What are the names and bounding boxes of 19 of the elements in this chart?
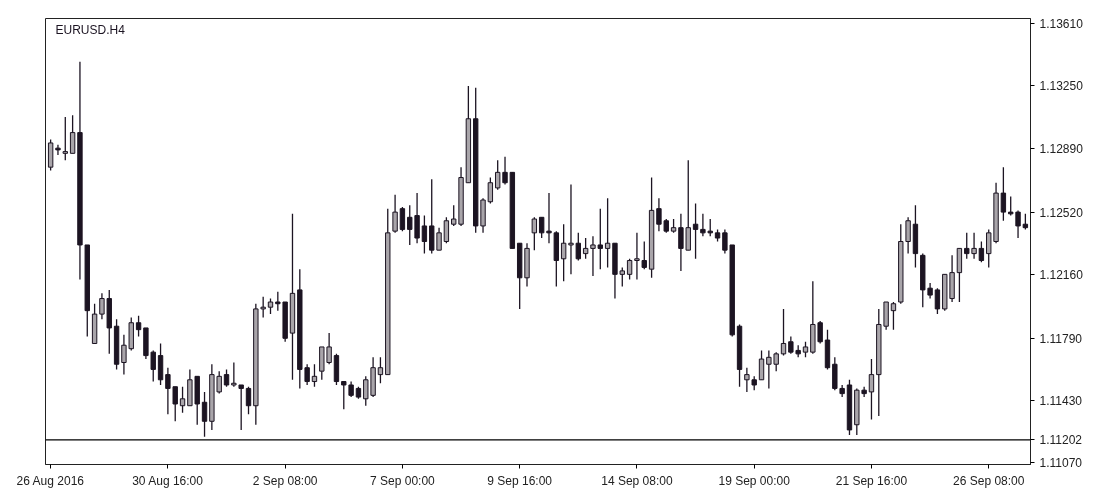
y-tick-label: 1.12890 bbox=[1039, 141, 1084, 156]
y-tick-label: 1.13250 bbox=[1039, 79, 1084, 94]
x-tick-label: 14 Sep 08:00 bbox=[601, 473, 673, 488]
x-tick-label: 26 Aug 2016 bbox=[16, 473, 85, 488]
x-tick-label: 19 Sep 00:00 bbox=[718, 473, 791, 488]
x-tick-label: 21 Sep 16:00 bbox=[835, 473, 908, 488]
x-tick-label: 7 Sep 00:00 bbox=[370, 473, 436, 488]
x-tick-label: 9 Sep 16:00 bbox=[487, 473, 553, 488]
y-tick-label: 1.11790 bbox=[1039, 331, 1083, 346]
y-tick-label: 1.13610 bbox=[1039, 17, 1084, 32]
y-tick-label: 1.11070 bbox=[1039, 456, 1083, 471]
y-tick-label: 1.12160 bbox=[1039, 267, 1084, 282]
x-tick-label: 26 Sep 08:00 bbox=[953, 473, 1025, 488]
y-tick-label: 1.11430 bbox=[1039, 394, 1083, 409]
y-tick-label: 1.12520 bbox=[1039, 205, 1084, 220]
chart-title: EURUSD.H4 bbox=[55, 22, 126, 37]
x-tick-label: 2 Sep 08:00 bbox=[252, 473, 318, 488]
ref-line-label: 1.11202 bbox=[1039, 433, 1083, 448]
x-tick-label: 30 Aug 16:00 bbox=[132, 473, 204, 488]
